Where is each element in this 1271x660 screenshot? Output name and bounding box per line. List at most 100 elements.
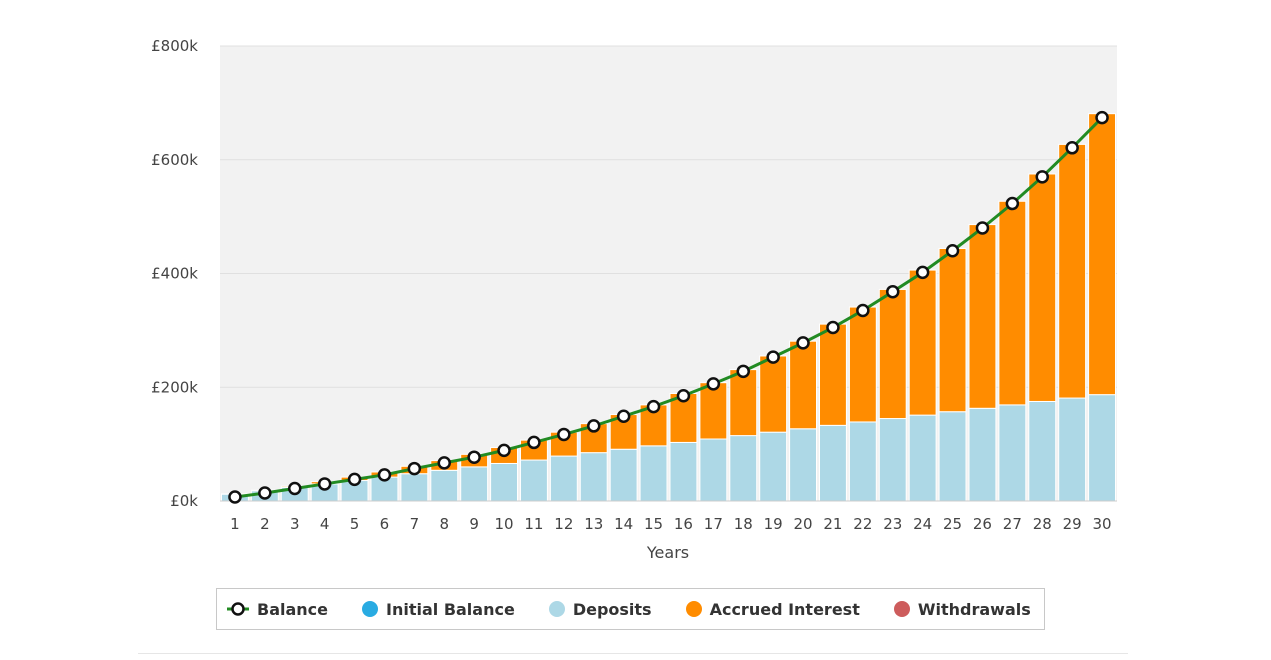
legend-label: Balance: [257, 599, 328, 619]
bar-deposits[interactable]: [819, 424, 847, 502]
x-tick-label: 12: [554, 515, 573, 533]
x-tick-label: 23: [883, 515, 902, 533]
bar-deposits[interactable]: [938, 411, 967, 502]
balance-point[interactable]: [288, 481, 302, 496]
balance-point[interactable]: [407, 461, 422, 476]
balance-point[interactable]: [796, 336, 810, 350]
grid-lines: [220, 45, 1117, 388]
bar-deposits[interactable]: [460, 466, 489, 502]
y-tick-label: £800k: [151, 37, 198, 55]
bar-deposits[interactable]: [1058, 397, 1087, 502]
bar-deposits[interactable]: [430, 469, 459, 502]
bar-accrued-interest[interactable]: [998, 200, 1027, 406]
legend-item-deposits[interactable]: Deposits: [548, 600, 652, 619]
balance-point[interactable]: [826, 320, 840, 335]
bar-accrued-interest[interactable]: [878, 288, 907, 420]
bar-accrued-interest[interactable]: [938, 247, 967, 413]
y-tick-label: £400k: [151, 265, 198, 283]
legend-item-withdrawals[interactable]: Withdrawals: [893, 600, 1031, 619]
bar-accrued-interest[interactable]: [1088, 113, 1116, 396]
balance-point[interactable]: [766, 350, 780, 364]
x-tick-label: 9: [469, 515, 479, 533]
balance-point[interactable]: [736, 364, 750, 379]
x-tick-label: 19: [764, 515, 783, 533]
balance-point[interactable]: [377, 468, 392, 482]
x-tick-label: 30: [1093, 515, 1112, 533]
bar-deposits[interactable]: [609, 448, 638, 502]
bar-deposits[interactable]: [400, 473, 429, 502]
balance-point[interactable]: [1095, 110, 1109, 125]
x-tick-label: 29: [1063, 515, 1082, 533]
balance-point[interactable]: [347, 472, 362, 487]
balance-point[interactable]: [228, 490, 242, 504]
x-tick-label: 15: [644, 515, 663, 533]
balance-point[interactable]: [437, 456, 451, 470]
circle-icon: [893, 601, 910, 617]
balance-point[interactable]: [945, 244, 960, 258]
legend-item-accrued-interest[interactable]: Accrued Interest: [685, 600, 860, 619]
balance-point[interactable]: [856, 303, 870, 318]
balance-point[interactable]: [497, 443, 511, 458]
circle-icon: [548, 601, 565, 617]
bar-deposits[interactable]: [729, 435, 758, 502]
balance-line: [228, 110, 1109, 504]
bars: [221, 113, 1116, 502]
bar-deposits[interactable]: [908, 414, 937, 502]
balance-point[interactable]: [676, 389, 691, 403]
balance-point[interactable]: [1035, 170, 1049, 184]
bar-accrued-interest[interactable]: [759, 355, 788, 433]
bar-deposits[interactable]: [639, 445, 668, 502]
bar-deposits[interactable]: [669, 441, 698, 502]
bar-deposits[interactable]: [998, 404, 1027, 502]
bar-deposits[interactable]: [579, 452, 608, 502]
bar-accrued-interest[interactable]: [1028, 173, 1057, 402]
bar-deposits[interactable]: [699, 438, 728, 502]
balance-point[interactable]: [527, 435, 541, 450]
x-tick-label: 2: [260, 515, 270, 533]
balance-point[interactable]: [258, 486, 272, 500]
balance-point[interactable]: [587, 419, 601, 433]
bar-deposits[interactable]: [549, 455, 578, 502]
x-axis-title: Years: [646, 543, 689, 562]
x-tick-label: 21: [823, 515, 842, 533]
balance-point[interactable]: [915, 265, 930, 280]
x-tick-label: 26: [973, 515, 992, 533]
balance-point[interactable]: [886, 284, 900, 299]
bar-deposits[interactable]: [789, 428, 817, 502]
balance-point[interactable]: [1005, 196, 1020, 211]
balance-point[interactable]: [317, 477, 332, 491]
balance-point[interactable]: [975, 221, 990, 235]
y-tick-label: £0k: [170, 492, 198, 510]
legend-item-initial-balance[interactable]: Initial Balance: [362, 600, 515, 619]
legend-item-balance[interactable]: Balance: [227, 600, 328, 619]
bar-accrued-interest[interactable]: [729, 369, 758, 437]
bar-deposits[interactable]: [1088, 394, 1116, 502]
bar-accrued-interest[interactable]: [848, 306, 877, 423]
bar-deposits[interactable]: [490, 462, 519, 502]
x-tick-label: 10: [495, 515, 514, 533]
balance-point[interactable]: [467, 450, 481, 464]
balance-point[interactable]: [1065, 141, 1079, 155]
balance-point[interactable]: [557, 427, 571, 442]
bar-accrued-interest[interactable]: [968, 224, 997, 409]
bar-deposits[interactable]: [1028, 400, 1057, 502]
bar-deposits[interactable]: [968, 407, 997, 502]
bar-deposits[interactable]: [520, 459, 548, 502]
bar-accrued-interest[interactable]: [819, 323, 847, 426]
bar-deposits[interactable]: [759, 431, 788, 502]
divider: [138, 653, 1128, 654]
bar-accrued-interest[interactable]: [789, 340, 817, 430]
bar-accrued-interest[interactable]: [699, 382, 728, 440]
x-tick-label: 4: [320, 515, 330, 533]
bar-accrued-interest[interactable]: [1058, 143, 1087, 399]
bar-deposits[interactable]: [848, 421, 877, 502]
x-tick-label: 7: [410, 515, 420, 533]
x-tick-label: 11: [524, 515, 543, 533]
x-tick-label: 17: [704, 515, 723, 533]
line-marker-icon: [227, 602, 249, 616]
bar-deposits[interactable]: [878, 418, 907, 502]
balance-point[interactable]: [646, 399, 661, 414]
bar-accrued-interest[interactable]: [908, 269, 937, 416]
balance-point[interactable]: [616, 409, 631, 424]
balance-point[interactable]: [706, 377, 721, 391]
